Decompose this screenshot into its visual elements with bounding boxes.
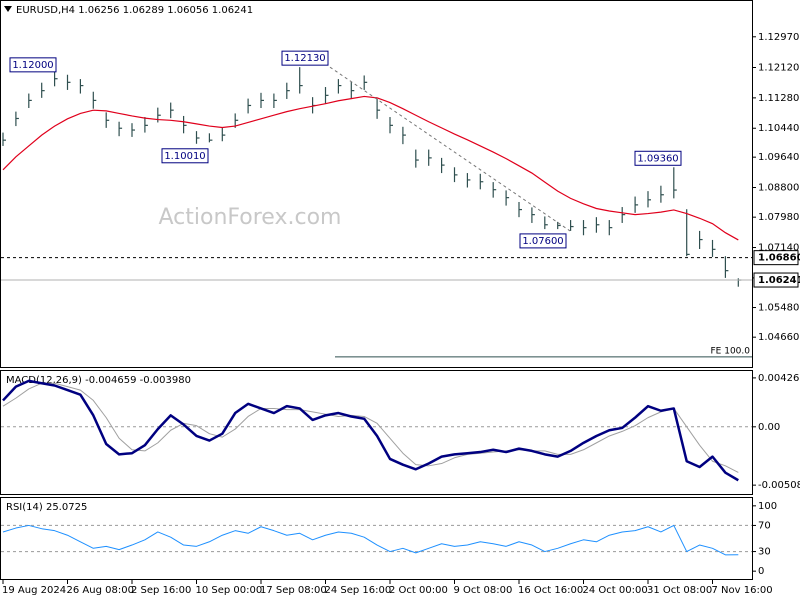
x-tick-label: 2 Oct 00:00: [389, 585, 448, 596]
indicator-line: [2, 379, 739, 482]
indicator-line: [2, 524, 739, 556]
y-tick-label: 0.004263: [758, 373, 800, 384]
watermark: ActionForex.com: [159, 205, 342, 230]
x-tick-label: 2 Sep 16:00: [131, 585, 191, 596]
symbol-icon: [4, 6, 12, 12]
y-tick-label: 0.00: [758, 422, 780, 433]
annotation-label: 1.12130: [284, 53, 325, 64]
y-tick-label: 0: [758, 566, 764, 577]
x-tick-label: 10 Sep 00:00: [196, 585, 263, 596]
level-box: [753, 250, 799, 266]
level-label: 1.06241: [758, 275, 800, 286]
y-tick-label: 1.05480: [758, 303, 799, 314]
y-tick-label: 1.11280: [758, 93, 799, 104]
annotation-box: [161, 148, 209, 164]
y-tick-label: -0.005084: [758, 480, 800, 491]
level-label: 1.06860: [758, 253, 800, 264]
x-tick-label: 9 Oct 08:00: [454, 585, 513, 596]
annotation-box: [281, 50, 329, 66]
annotation-box: [634, 150, 682, 166]
annotation-label: 1.10010: [164, 151, 205, 162]
indicator-line: [2, 382, 739, 473]
x-tick-label: 19 Aug 2024: [2, 585, 66, 596]
x-tick-label: 7 Nov 16:00: [712, 585, 773, 596]
annotation-box: [519, 233, 567, 249]
y-tick-label: 1.10440: [758, 123, 799, 134]
x-tick-label: 16 Oct 16:00: [518, 585, 583, 596]
y-tick-label: 70: [758, 520, 771, 531]
y-tick-label: 1.12970: [758, 32, 799, 43]
x-tick-label: 26 Aug 08:00: [67, 585, 134, 596]
y-tick-label: 1.12120: [758, 63, 799, 74]
y-tick-label: 1.09640: [758, 152, 799, 163]
level-box: [753, 272, 799, 288]
x-tick-label: 31 Oct 08:00: [647, 585, 712, 596]
annotation-box: [9, 57, 57, 73]
x-tick-label: 24 Oct 00:00: [583, 585, 648, 596]
annotation-label: 1.12000: [12, 60, 53, 71]
macd-panel: [0, 370, 753, 495]
y-tick-label: 1.07980: [758, 212, 799, 223]
annotation-label: 1.07600: [522, 236, 563, 247]
y-tick-label: 1.08800: [758, 183, 799, 194]
y-tick-label: 1.04660: [758, 332, 799, 343]
y-tick-label: 1.07140: [758, 243, 799, 254]
fe-label: FE 100.0: [711, 346, 751, 356]
y-tick-label: 30: [758, 547, 771, 558]
x-tick-label: 24 Sep 16:00: [325, 585, 392, 596]
annotation-label: 1.09360: [637, 153, 678, 164]
price-panel: [0, 0, 753, 368]
rsi-panel: [0, 497, 753, 580]
moving-average: [2, 95, 739, 241]
panel-title: MACD(12,26,9) -0.004659 -0.003980: [6, 375, 191, 386]
panel-title: RSI(14) 25.0725: [6, 502, 87, 513]
x-tick-label: 17 Sep 08:00: [260, 585, 327, 596]
panel-title: EURUSD,H4 1.06256 1.06289 1.06056 1.0624…: [16, 5, 253, 16]
zigzag: [329, 66, 571, 232]
y-tick-label: 100: [758, 501, 777, 512]
